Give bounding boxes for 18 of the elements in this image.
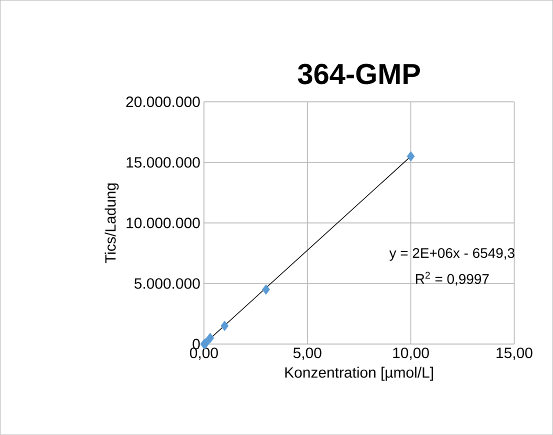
y-tick-label: 0 bbox=[192, 338, 200, 350]
point bbox=[206, 332, 214, 344]
x-tick-label: 15,00 bbox=[496, 348, 532, 360]
point bbox=[262, 284, 270, 295]
y-tick-label: 5.000.000 bbox=[134, 278, 200, 289]
x-tick-label: 0,00 bbox=[190, 348, 218, 360]
x-axis-title: Konzentration [µmol/L] bbox=[285, 366, 433, 381]
point bbox=[406, 151, 415, 162]
chart-title: 364-GMP bbox=[298, 64, 420, 84]
annotation: y = 2E+06x - 6549,3 bbox=[389, 248, 514, 261]
y-tick-label: 20.000.000 bbox=[126, 96, 200, 108]
y-tick-label: 15.000.000 bbox=[126, 157, 200, 168]
y-tick-label: 10.000.000 bbox=[126, 218, 200, 228]
point bbox=[220, 320, 229, 332]
x-tick-label: 5,00 bbox=[293, 348, 322, 360]
annotation: R$^{2}$ = 0,9997 bbox=[416, 272, 489, 286]
x-tick-label: 10,00 bbox=[393, 348, 429, 360]
y-axis-title: Tics/Ladung bbox=[104, 184, 119, 264]
